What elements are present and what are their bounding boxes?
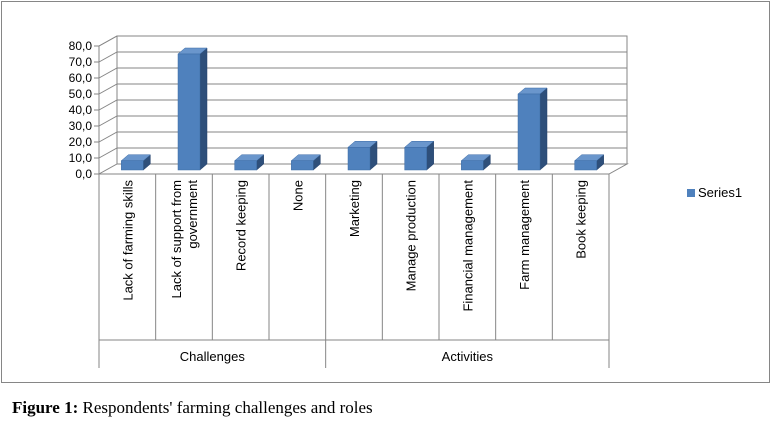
bar <box>234 160 257 171</box>
chart-border <box>1 1 770 383</box>
bar <box>177 53 201 171</box>
caption-prefix: Figure 1: <box>12 398 79 417</box>
group-label: Activities <box>442 349 494 364</box>
y-tick-label: 0,0 <box>75 167 92 181</box>
gridline <box>98 51 627 63</box>
category-label: Manage production <box>404 180 419 291</box>
chart-frame: 0,0 10,0 20,0 30,0 40,0 50,0 60,0 70,0 80,0 Chall… <box>1 1 770 383</box>
category-label: Lack of farming skills <box>120 180 135 301</box>
caption-text: Respondents' farming challenges and role… <box>78 398 373 417</box>
gridline <box>98 67 627 79</box>
y-tick-label: 70,0 <box>69 55 93 69</box>
figure-caption: Figure 1: Respondents' farming challenge… <box>12 398 373 418</box>
group-label: Challenges <box>180 349 246 364</box>
category-label: None <box>290 180 305 211</box>
gridline <box>98 131 627 143</box>
category-label: Record keeping <box>234 180 249 271</box>
legend-swatch <box>687 189 695 197</box>
y-tick-label: 10,0 <box>69 151 93 165</box>
category-label: Book keeping <box>574 180 589 259</box>
y-tick-label: 20,0 <box>69 135 93 149</box>
bar <box>291 160 314 171</box>
category-label: Marketing <box>347 180 362 237</box>
y-tick-label: 30,0 <box>69 119 93 133</box>
bar <box>461 160 484 171</box>
category-label: government <box>185 180 200 249</box>
y-tick-label: 50,0 <box>69 87 93 101</box>
bar <box>121 160 144 171</box>
gridline <box>98 99 627 111</box>
gridline <box>98 83 627 95</box>
category-label: Farm management <box>517 180 532 290</box>
bar <box>574 160 597 171</box>
category-label: Financial management <box>460 180 475 312</box>
bar <box>404 147 427 171</box>
gridline <box>98 147 627 159</box>
bar-side <box>199 47 208 171</box>
gridline <box>98 115 627 127</box>
y-tick-label: 80,0 <box>69 39 93 53</box>
bar <box>347 147 371 171</box>
bar-side <box>539 87 548 171</box>
bar-chart: 0,0 10,0 20,0 30,0 40,0 50,0 60,0 70,0 80,0 Chall… <box>1 1 770 383</box>
legend-label: Series1 <box>698 185 742 200</box>
y-tick-label: 60,0 <box>69 71 93 85</box>
y-tick-label: 40,0 <box>69 103 93 117</box>
wall-edge <box>98 35 118 47</box>
bar <box>517 93 541 171</box>
category-label: Lack of support from <box>169 180 184 299</box>
